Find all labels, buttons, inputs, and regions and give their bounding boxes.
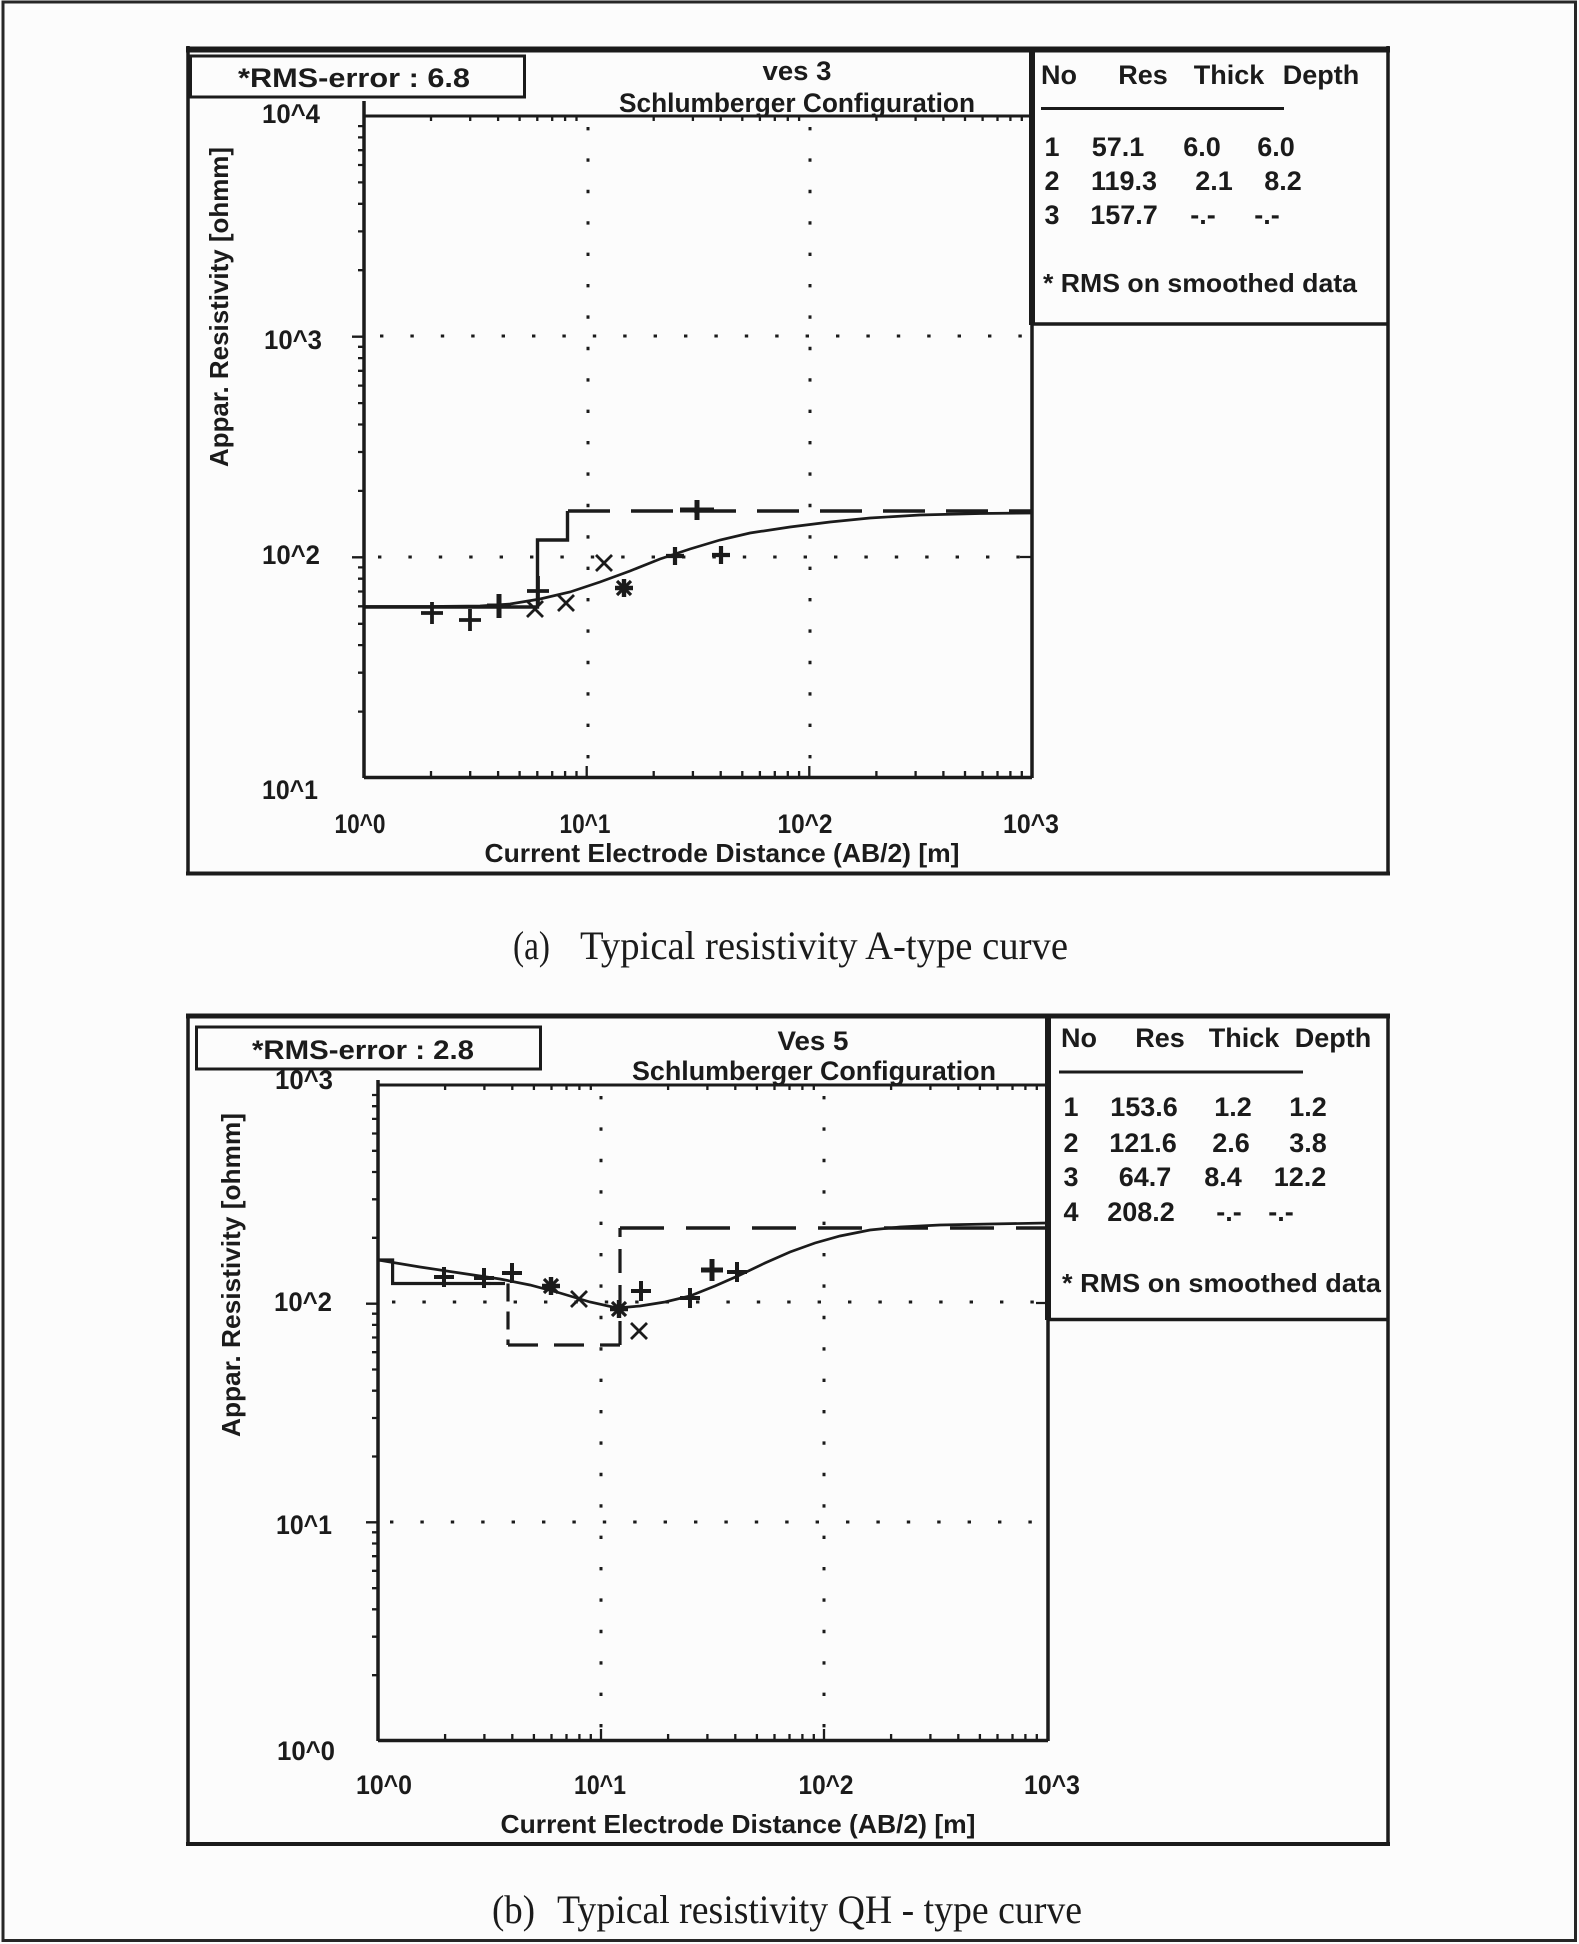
svg-text:Current Electrode Distance (AB: Current Electrode Distance (AB/2) [m] — [501, 1809, 976, 1839]
svg-text:10^1: 10^1 — [560, 809, 611, 839]
svg-text:10^2: 10^2 — [274, 1287, 332, 1317]
svg-text:* RMS on smoothed data: * RMS on smoothed data — [1062, 1268, 1382, 1298]
svg-text:3: 3 — [1044, 200, 1059, 230]
svg-text:157.7: 157.7 — [1090, 200, 1158, 230]
svg-text:(b): (b) — [492, 1887, 535, 1932]
svg-text:Schlumberger Configuration: Schlumberger Configuration — [632, 1056, 996, 1086]
svg-text:Appar. Resistivity [ohmm]: Appar. Resistivity [ohmm] — [216, 1113, 246, 1437]
svg-text:-.-: -.- — [1268, 1197, 1293, 1227]
svg-text:Current Electrode Distance (AB: Current Electrode Distance (AB/2) [m] — [485, 838, 960, 868]
svg-text:10^4: 10^4 — [262, 99, 320, 129]
svg-text:Appar. Resistivity [ohmm]: Appar. Resistivity [ohmm] — [204, 147, 234, 467]
svg-text:10^1: 10^1 — [574, 1770, 626, 1800]
svg-text:10^0: 10^0 — [335, 809, 386, 839]
svg-text:1: 1 — [1044, 132, 1059, 162]
svg-text:Depth: Depth — [1283, 60, 1360, 90]
svg-text:10^1: 10^1 — [276, 1510, 332, 1540]
svg-text:6.0: 6.0 — [1257, 132, 1295, 162]
svg-text:10^3: 10^3 — [264, 325, 322, 355]
svg-text:Thick: Thick — [1209, 1023, 1281, 1053]
svg-text:-.-: -.- — [1216, 1197, 1241, 1227]
svg-text:3: 3 — [1063, 1162, 1078, 1192]
svg-text:121.6: 121.6 — [1109, 1128, 1177, 1158]
svg-text:Depth: Depth — [1295, 1023, 1372, 1053]
svg-text:Res: Res — [1118, 60, 1168, 90]
svg-text:3.8: 3.8 — [1289, 1128, 1327, 1158]
svg-text:2: 2 — [1044, 166, 1059, 196]
svg-text:10^1: 10^1 — [262, 775, 318, 805]
svg-text:2.6: 2.6 — [1212, 1128, 1250, 1158]
svg-text:Schlumberger Configuration: Schlumberger Configuration — [619, 88, 975, 118]
svg-text:Ves 5: Ves 5 — [778, 1026, 849, 1056]
svg-text:Res: Res — [1135, 1023, 1185, 1053]
svg-text:153.6: 153.6 — [1110, 1092, 1178, 1122]
svg-text:-.-: -.- — [1190, 200, 1215, 230]
svg-text:12.2: 12.2 — [1274, 1162, 1327, 1192]
svg-text:10^3: 10^3 — [275, 1065, 333, 1095]
svg-text:Typical resistivity QH - type: Typical resistivity QH - type curve — [557, 1887, 1082, 1932]
svg-text:10^2: 10^2 — [799, 1770, 854, 1800]
svg-text:2.1: 2.1 — [1195, 166, 1233, 196]
svg-text:4: 4 — [1063, 1197, 1078, 1227]
svg-text:Thick: Thick — [1194, 60, 1266, 90]
svg-text:10^2: 10^2 — [778, 809, 833, 839]
svg-text:10^2: 10^2 — [262, 540, 320, 570]
svg-text:10^3: 10^3 — [1024, 1770, 1080, 1800]
svg-text:6.0: 6.0 — [1183, 132, 1221, 162]
svg-text:10^0: 10^0 — [356, 1770, 412, 1800]
svg-text:119.3: 119.3 — [1091, 166, 1157, 196]
svg-text:*RMS-error : 2.8: *RMS-error : 2.8 — [252, 1035, 474, 1065]
svg-text:8.4: 8.4 — [1204, 1162, 1242, 1192]
svg-text:2: 2 — [1063, 1128, 1078, 1158]
svg-text:10^3: 10^3 — [1003, 809, 1059, 839]
svg-text:No: No — [1061, 1023, 1097, 1053]
svg-text:*RMS-error : 6.8: *RMS-error : 6.8 — [238, 63, 470, 93]
svg-text:ves 3: ves 3 — [763, 56, 832, 86]
svg-text:57.1: 57.1 — [1092, 132, 1145, 162]
svg-text:1.2: 1.2 — [1289, 1092, 1327, 1122]
svg-text:-.-: -.- — [1254, 200, 1279, 230]
svg-text:* RMS on smoothed data: * RMS on smoothed data — [1043, 268, 1358, 298]
svg-text:(a): (a) — [513, 923, 550, 968]
svg-text:10^0: 10^0 — [277, 1736, 335, 1766]
svg-text:64.7: 64.7 — [1119, 1162, 1172, 1192]
svg-text:Typical resistivity A-type cur: Typical resistivity A-type curve — [580, 923, 1068, 968]
svg-text:208.2: 208.2 — [1107, 1197, 1175, 1227]
svg-text:1.2: 1.2 — [1214, 1092, 1252, 1122]
svg-text:1: 1 — [1063, 1092, 1078, 1122]
svg-text:8.2: 8.2 — [1264, 166, 1302, 196]
svg-text:No: No — [1041, 60, 1077, 90]
